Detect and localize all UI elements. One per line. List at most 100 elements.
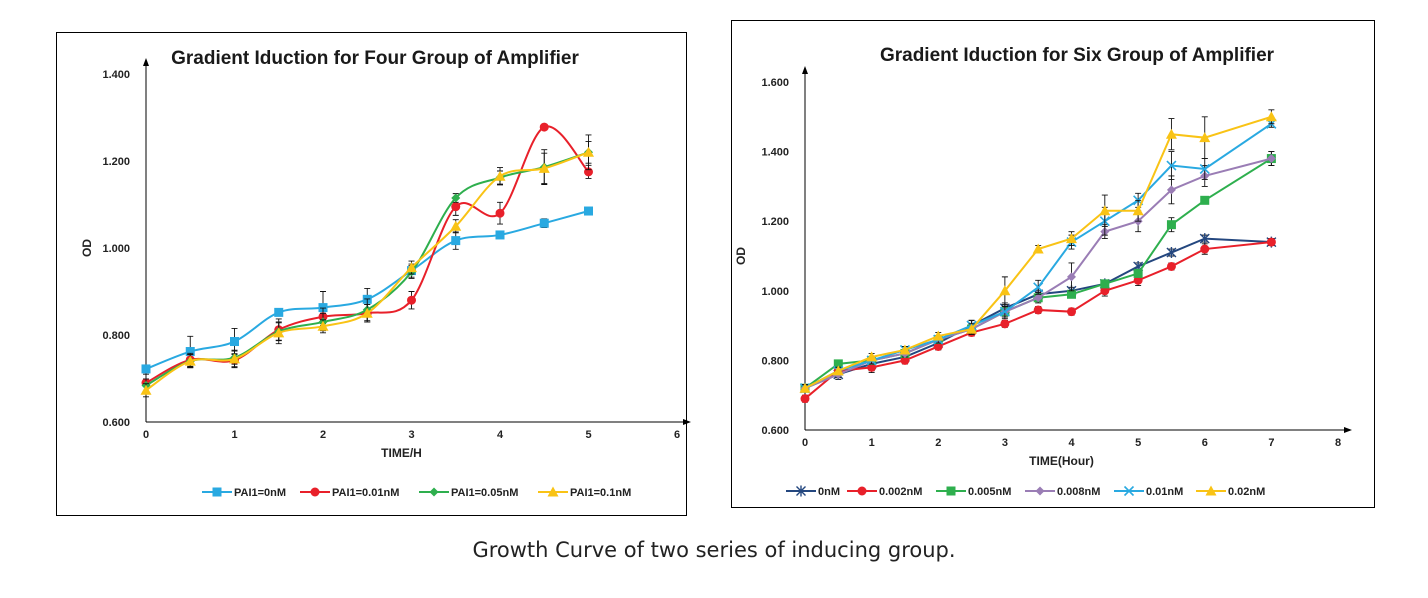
data-point [584, 206, 593, 216]
series-line [804, 241, 1272, 400]
x-tick-label: 4 [497, 429, 504, 441]
series-PAI1=0.05nM [141, 140, 593, 393]
x-tick-label: 3 [1002, 437, 1008, 449]
x-tick-label: 6 [674, 429, 680, 441]
data-point [494, 170, 506, 181]
data-point [1066, 233, 1077, 244]
legend-label: 0nM [818, 486, 840, 498]
x-tick-label: 0 [802, 437, 808, 449]
data-point [799, 382, 811, 393]
chart-title: Gradient Iduction for Six Group of Ampli… [880, 45, 1275, 66]
x-tick-label: 7 [1268, 437, 1274, 449]
y-tick-label: 1.200 [102, 156, 130, 168]
data-point [1067, 289, 1076, 299]
legend-item-0.002nM: 0.002nM [847, 486, 922, 498]
y-tick-label: 1.000 [761, 286, 789, 298]
y-tick-label: 1.000 [102, 243, 130, 255]
data-point [1032, 243, 1044, 254]
data-point [450, 220, 462, 231]
legend-item-0.02nM: 0.02nM [1196, 485, 1265, 498]
chart-panel-six-groups: Gradient Iduction for Six Group of Ampli… [731, 20, 1375, 508]
data-point [1266, 154, 1276, 164]
legend-item-0.008nM: 0.008nM [1025, 486, 1100, 498]
y-tick-label: 0.600 [761, 425, 789, 437]
series-line [145, 125, 590, 384]
legend-swatch-marker [796, 485, 806, 497]
legend-label: 0.02nM [1228, 486, 1265, 498]
x-tick-label: 1 [869, 437, 875, 449]
series-line [804, 157, 1272, 390]
data-point [451, 202, 461, 212]
data-point [185, 347, 195, 357]
data-point [451, 193, 461, 203]
data-point [1133, 275, 1143, 285]
data-point [539, 218, 549, 228]
data-point [1200, 244, 1210, 254]
x-tick-label: 6 [1202, 437, 1208, 449]
legend-swatch-marker [1123, 485, 1135, 497]
data-point [583, 146, 594, 157]
x-tick-label: 2 [320, 429, 326, 441]
x-tick-label: 0 [143, 429, 149, 441]
data-point [1033, 282, 1044, 293]
series-0.02nM [799, 109, 1277, 393]
data-point [230, 337, 239, 347]
y-tick-label: 1.400 [102, 69, 130, 81]
legend-label: PAI1=0.05nM [451, 487, 518, 499]
data-point [273, 327, 285, 338]
data-point [999, 306, 1010, 317]
data-point [1199, 233, 1210, 245]
data-point [932, 330, 944, 341]
legend-label: PAI1=0.1nM [570, 487, 631, 499]
legend-swatch-marker [857, 486, 867, 496]
x-tick-label: 3 [408, 429, 414, 441]
y-tick-label: 1.200 [761, 216, 789, 228]
y-tick-label: 0.600 [102, 417, 130, 429]
data-point [1166, 185, 1176, 195]
data-point [1165, 128, 1177, 139]
legend-item-PAI1=0.05nM: PAI1=0.05nM [419, 487, 518, 499]
data-point [832, 365, 844, 376]
series-PAI1=0nM [141, 206, 593, 374]
data-point [933, 341, 943, 351]
data-point [1067, 272, 1076, 282]
legend-swatch-marker [1205, 485, 1217, 496]
series-0.01nM [799, 118, 1277, 394]
legend-label: 0.01nM [1146, 486, 1183, 498]
y-axis-arrow [802, 66, 808, 74]
data-point [538, 162, 550, 173]
legend-item-0nM: 0nM [786, 485, 840, 498]
x-tick-label: 5 [1135, 437, 1141, 449]
data-point [1100, 279, 1110, 289]
y-tick-label: 1.600 [761, 77, 789, 89]
data-point [1067, 307, 1076, 317]
x-axis-arrow [683, 419, 691, 425]
series-line [804, 157, 1272, 390]
series-line [804, 115, 1272, 390]
legend-label: 0.002nM [879, 486, 922, 498]
data-point [1099, 205, 1111, 216]
data-point [229, 353, 240, 364]
series-line [145, 151, 589, 392]
chart-title: Gradient Iduction for Four Group of Ampl… [171, 48, 579, 69]
data-point [1033, 305, 1043, 315]
data-point [1166, 220, 1176, 230]
data-point [451, 236, 461, 246]
data-point [274, 307, 284, 317]
x-axis-label: TIME/H [381, 446, 422, 460]
data-point [1166, 261, 1176, 271]
data-point [141, 364, 151, 374]
legend-label: 0.005nM [968, 486, 1011, 498]
x-tick-label: 8 [1335, 437, 1341, 449]
legend-swatch-marker [547, 486, 559, 497]
data-point [539, 122, 549, 132]
data-point [999, 285, 1011, 296]
data-point [1266, 237, 1276, 247]
series-line [804, 122, 1272, 390]
y-tick-label: 0.800 [102, 330, 130, 342]
y-axis-label: OD [80, 239, 94, 257]
legend-item-PAI1=0.01nM: PAI1=0.01nM [300, 487, 399, 499]
data-point [406, 262, 417, 273]
legend-swatch-marker [946, 486, 956, 496]
legend-swatch-marker [212, 487, 222, 497]
